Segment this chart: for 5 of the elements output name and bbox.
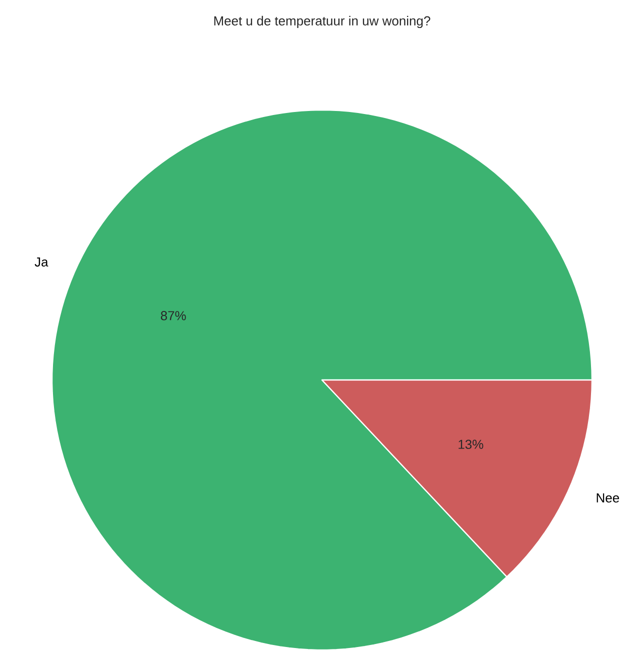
data-label: 87% (160, 311, 186, 320)
slice-label: Ja (34, 258, 48, 267)
data-label: 13% (458, 440, 484, 449)
chart-title: Meet u de temperatuur in uw woning? (214, 16, 430, 28)
slice-label: Nee (596, 493, 620, 502)
